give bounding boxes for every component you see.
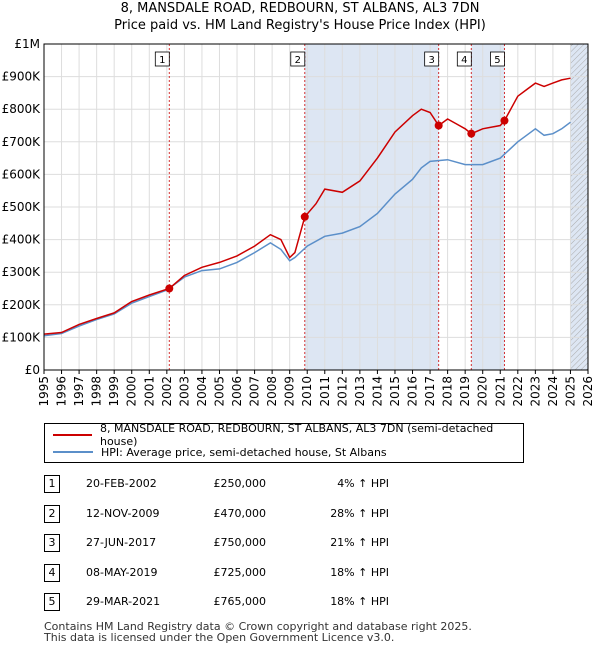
chart-title: 8, MANSDALE ROAD, REDBOURN, ST ALBANS, A… [120, 1, 480, 16]
plot-frame [43, 43, 589, 371]
transaction-box-3 [424, 51, 440, 67]
transaction-box-label-3: 3 [428, 55, 434, 66]
transaction-price: £470,000 [213, 506, 267, 520]
y-tick-label: £900K [2, 70, 42, 84]
footer-licence: This data is licensed under the Open Gov… [44, 631, 395, 644]
legend-item-property: 8, MANSDALE ROAD, REDBOURN, ST ALBANS, A… [53, 422, 523, 448]
legend: 8, MANSDALE ROAD, REDBOURN, ST ALBANS, A… [44, 422, 524, 463]
chart-subtitle: Price paid vs. HM Land Registry's House … [114, 18, 486, 33]
y-tick-label: £700K [2, 135, 42, 149]
transaction-hpi: 18% ↑ HPI [330, 565, 389, 579]
x-tick-label: 2012 [335, 376, 349, 407]
transaction-price: £725,000 [213, 565, 267, 579]
transaction-box-2 [290, 51, 306, 67]
x-tick-label: 2004 [195, 376, 209, 407]
transaction-marker-4 [467, 129, 476, 138]
transaction-date: 08-MAY-2019 [86, 565, 158, 579]
transaction-number: 5 [44, 593, 60, 611]
x-tick-label: 2026 [581, 376, 595, 407]
transaction-box-label-2: 2 [295, 55, 301, 66]
transaction-date: 27-JUN-2017 [86, 536, 157, 549]
transaction-box-label-5: 5 [494, 55, 500, 66]
x-tick-label: 2014 [370, 376, 384, 407]
x-tick-label: 2013 [353, 376, 367, 407]
x-tick-label: 1999 [107, 376, 121, 407]
y-tick-label: £100K [2, 330, 42, 344]
transaction-number: 3 [44, 534, 60, 552]
x-tick-label: 2023 [528, 376, 542, 407]
transaction-price: £750,000 [213, 536, 267, 549]
x-tick-label: 2017 [423, 376, 437, 407]
x-tick-label: 1998 [90, 376, 104, 407]
x-tick-label: 2001 [142, 376, 156, 407]
x-tick-label: 2011 [318, 376, 332, 407]
transaction-number: 1 [44, 475, 60, 493]
x-tick-label: 2018 [441, 376, 455, 407]
x-tick-label: 2020 [476, 376, 490, 407]
y-tick-label: £200K [2, 298, 42, 312]
transaction-box-label-4: 4 [461, 55, 467, 66]
x-tick-label: 2002 [160, 376, 174, 407]
footer: Contains HM Land Registry data © Crown c… [44, 621, 472, 643]
x-tick-label: 1996 [55, 376, 69, 407]
transaction-date: 29-MAR-2021 [86, 595, 161, 608]
x-tick-label: 2008 [265, 376, 279, 407]
transaction-hpi: 21% ↑ HPI [330, 536, 389, 549]
x-tick-label: 2024 [546, 376, 560, 407]
x-tick-label: 2003 [177, 376, 191, 407]
x-tick-label: 2005 [212, 376, 226, 407]
transaction-price: £250,000 [213, 477, 267, 490]
transaction-box-4 [456, 51, 472, 67]
transaction-hpi: 28% ↑ HPI [330, 506, 389, 520]
x-tick-label: 1995 [37, 376, 51, 407]
footer-copyright: Contains HM Land Registry data © Crown c… [44, 620, 472, 633]
legend-label-hpi: HPI: Average price, semi-detached house,… [101, 445, 387, 459]
transaction-date: 20-FEB-2002 [86, 477, 157, 490]
transaction-marker-3 [434, 121, 443, 130]
transaction-number: 2 [44, 504, 60, 523]
x-tick-label: 2016 [406, 376, 420, 407]
y-tick-label: £800K [2, 102, 42, 116]
transaction-price: £765,000 [213, 595, 267, 608]
transaction-box-label-1: 1 [159, 55, 165, 66]
price-chart: £0 £100K £200K £300K £400K £500K £600K £700K £80… [2, 37, 595, 407]
x-tick-label: 2010 [300, 376, 314, 407]
series-line-hpi [43, 121, 571, 337]
y-tick-label: £1M [14, 37, 40, 51]
transaction-marker-1 [165, 284, 174, 293]
transaction-box-5 [490, 51, 505, 67]
x-tick-label: 2007 [248, 376, 262, 407]
legend-swatch-property [53, 434, 92, 436]
y-tick-label: £500K [2, 200, 42, 214]
transaction-date: 12-NOV-2009 [86, 506, 160, 520]
transaction-hpi: 4% ↑ HPI [337, 477, 389, 490]
x-tick-label: 2015 [388, 376, 402, 407]
x-tick-label: 2006 [230, 376, 244, 407]
y-tick-label: £300K [2, 265, 42, 279]
y-tick-label: £0 [25, 363, 40, 377]
x-tick-label: 1997 [72, 376, 86, 407]
transaction-marker-2 [300, 212, 309, 221]
legend-item-hpi: HPI: Average price, semi-detached house,… [53, 444, 387, 460]
x-tick-label: 2000 [125, 376, 139, 407]
x-tick-label: 2009 [283, 376, 297, 407]
legend-label-property: 8, MANSDALE ROAD, REDBOURN, ST ALBANS, A… [99, 422, 494, 448]
transaction-number: 4 [44, 563, 60, 582]
transaction-box-1 [154, 51, 170, 67]
legend-swatch-hpi [53, 451, 93, 453]
x-tick-label: 2025 [563, 376, 577, 407]
y-tick-label: £400K [2, 233, 42, 247]
transaction-hpi: 18% ↑ HPI [330, 595, 389, 608]
x-tick-label: 2019 [458, 376, 472, 407]
x-tick-label: 2021 [493, 376, 507, 407]
transaction-marker-5 [500, 116, 509, 125]
x-tick-label: 2022 [511, 376, 525, 407]
y-tick-label: £600K [2, 167, 42, 181]
